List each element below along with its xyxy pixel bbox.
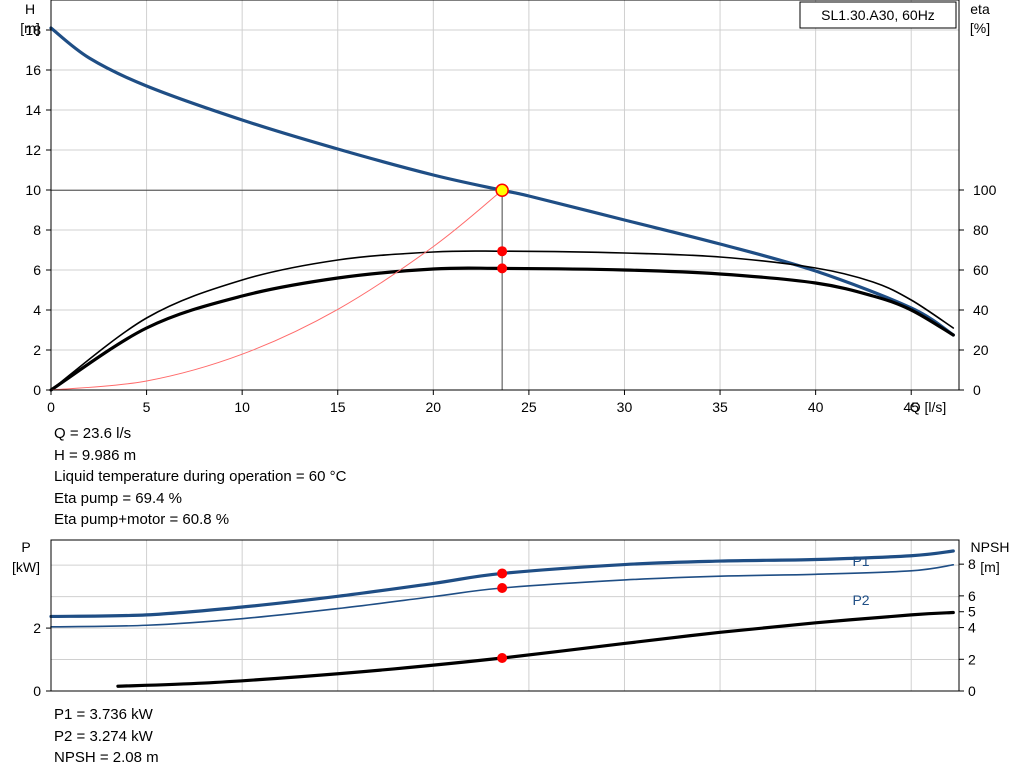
y-left-tick-label: 4 (33, 302, 41, 318)
info-eta-pump: Eta pump = 69.4 % (54, 489, 182, 507)
x-tick-label: 10 (234, 399, 250, 415)
info-p2: P2 = 3.274 kW (54, 727, 153, 745)
info-p1: P1 = 3.736 kW (54, 706, 153, 723)
y-left-tick-label: 0 (33, 382, 41, 398)
y-right-tick-label: 0 (973, 382, 981, 398)
info-q: Q = 23.6 l/s (54, 425, 132, 442)
y-left-tick-label: 2 (33, 342, 41, 358)
eta-pump-curve (50, 250, 955, 391)
y-axis-unit-npsh: [m] (980, 559, 999, 575)
x-tick-label: 15 (330, 399, 346, 415)
chart-series (49, 549, 955, 688)
npsh-curve (116, 610, 955, 688)
y-axis-label-eta: eta (970, 1, 990, 17)
y-axis-unit-eta: [%] (970, 20, 990, 36)
plot-frame (50, 539, 960, 692)
operating-point-info: Q = 23.6 l/s H = 9.986 m Liquid temperat… (54, 423, 346, 531)
system-curve (50, 189, 503, 391)
y-right-tick-label: 6 (968, 588, 976, 604)
x-tick-label: 0 (47, 399, 55, 415)
y-right-tick-label: 8 (968, 556, 976, 572)
info-eta-total: Eta pump+motor = 60.8 % (54, 511, 230, 528)
y-left-tick-label: 14 (25, 102, 41, 118)
y-right-tick-label: 60 (973, 262, 989, 278)
x-tick-label: 45 (903, 399, 919, 415)
x-axis-label: Q [l/s] (910, 399, 947, 415)
y-left-tick-label: 2 (33, 620, 41, 636)
chart-ticks: 0 2 0 2 456 8 (33, 556, 976, 699)
performance-chart: 0 5 10 15 20 25 30 35 40 45 0 2 4 6 8 10 12 14 16 18 0 20 40 60… (20, 0, 997, 415)
info-temperature: Liquid temperature during operation = 60… (54, 468, 347, 485)
y-right-tick-label: 80 (973, 222, 989, 238)
series-label-p1: P1 (852, 553, 869, 569)
y-right-tick-label: 2 (968, 651, 976, 667)
x-tick-label: 5 (143, 399, 151, 415)
op-point-h (495, 183, 509, 198)
y-axis-label-npsh: NPSH (971, 539, 1010, 555)
y-left-tick-label: 10 (25, 182, 41, 198)
op-point-p2 (497, 583, 508, 594)
y-left-tick-label: 18 (25, 22, 41, 38)
power-npsh-chart: 0 2 0 2 456 8 P [kW] NPSH [m] P1 P2 (12, 539, 1010, 699)
y-axis-label-h: H (25, 1, 35, 17)
y-right-tick-label: 4 (968, 620, 976, 636)
chart-series (49, 26, 955, 392)
y-right-tick-label: 100 (973, 182, 997, 198)
info-h: H = 9.986 m (54, 446, 137, 464)
y-left-tick-label: 6 (33, 262, 41, 278)
chart-title: SL1.30.A30, 60Hz (821, 7, 935, 23)
y-right-tick-label: 40 (973, 302, 989, 318)
y-left-tick-label: 16 (25, 62, 41, 78)
series-label-p2: P2 (852, 592, 869, 608)
info-npsh: NPSH = 2.08 m (54, 749, 159, 766)
eta-total-curve (49, 266, 955, 392)
op-point-p1 (497, 568, 508, 579)
y-left-tick-label: 12 (25, 142, 41, 158)
y-axis-unit-h: [m] (20, 20, 39, 36)
op-point-eta-total (497, 263, 508, 274)
x-tick-label: 35 (712, 399, 728, 415)
power-info: P1 = 3.736 kW P2 = 3.274 kW NPSH = 2.08 … (54, 704, 159, 769)
y-left-tick-label: 8 (33, 222, 41, 238)
y-right-tick-label: 0 (968, 683, 976, 699)
chart-ticks: 0 5 10 15 20 25 30 35 40 45 0 2 4 6 8 10 12 14 16 18 0 20 40 60… (25, 22, 996, 415)
plot-frame (50, 0, 960, 391)
y-right-tick-label: 20 (973, 342, 989, 358)
y-axis-label-p: P (21, 539, 30, 555)
op-point-npsh (497, 653, 508, 664)
y-axis-unit-p: [kW] (12, 559, 40, 575)
chart-grid (50, 540, 959, 691)
x-tick-label: 25 (521, 399, 537, 415)
x-tick-label: 20 (426, 399, 442, 415)
chart-title-box (799, 1, 957, 29)
x-tick-label: 40 (808, 399, 824, 415)
op-point-eta-pump (497, 246, 508, 257)
y-left-tick-label: 0 (33, 683, 41, 699)
y-right-tick-label: 5 (968, 604, 976, 620)
x-tick-label: 30 (617, 399, 633, 415)
